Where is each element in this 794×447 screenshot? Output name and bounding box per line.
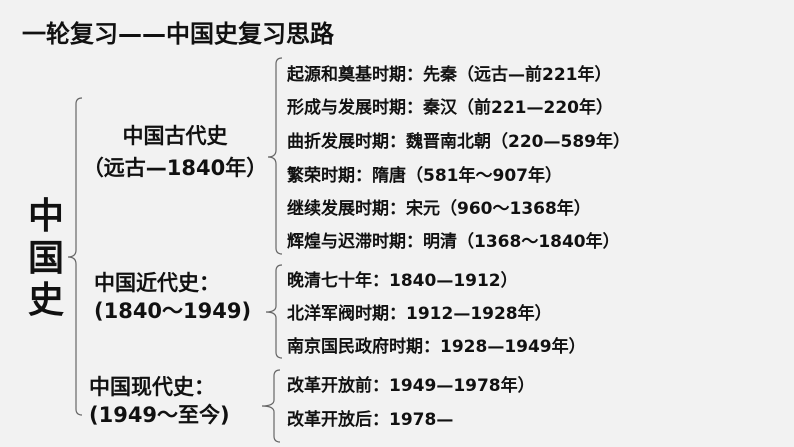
list-item: 形成与发展时期：秦汉（前221—220年） — [287, 98, 613, 118]
list-item: 改革开放后：1978— — [287, 410, 454, 430]
list-item: 辉煌与迟滞时期：明清（1368～1840年） — [287, 232, 620, 252]
list-item: 起源和奠基时期：先秦（远古—前221年） — [287, 65, 612, 85]
period-modern-range: (1840～1949) — [94, 299, 252, 323]
period-contemporary-name: 中国现代史： — [89, 375, 215, 399]
list-item: 晚清七十年：1840—1912） — [287, 271, 518, 291]
modern-brace — [265, 264, 283, 359]
slide-title: 一轮复习——中国史复习思路 — [22, 20, 334, 48]
list-item: 继续发展时期：宋元（960～1368年） — [287, 199, 591, 219]
root-label: 中国史 — [27, 196, 64, 321]
main-brace — [67, 97, 83, 416]
period-contemporary-range: (1949～至今) — [89, 403, 230, 427]
list-item: 北洋军阀时期：1912—1928年） — [287, 304, 552, 324]
list-item: 南京国民政府时期：1928—1949年） — [287, 337, 586, 357]
contemporary-brace — [261, 369, 281, 443]
period-ancient-name: 中国古代史 — [122, 124, 228, 148]
list-item: 改革开放前：1949—1978年） — [287, 376, 535, 396]
period-modern-name: 中国近代史： — [94, 271, 220, 295]
list-item: 曲折发展时期：魏晋南北朝（220—589年） — [287, 132, 630, 152]
list-item: 繁荣时期：隋唐（581年～907年） — [287, 166, 562, 186]
period-ancient-range: （远古—1840年） — [82, 156, 268, 180]
ancient-brace — [267, 57, 283, 255]
